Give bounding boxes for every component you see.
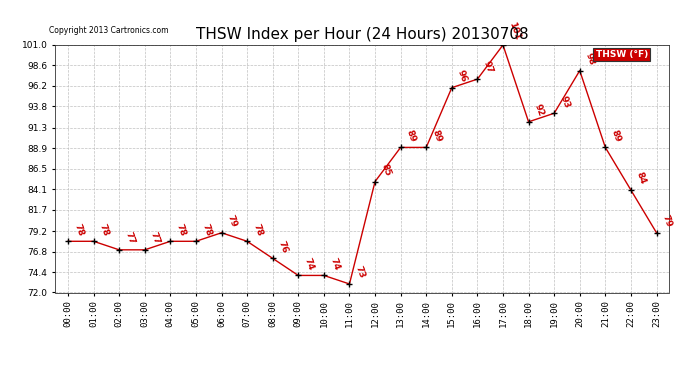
- Text: 78: 78: [200, 222, 213, 237]
- Text: THSW (°F): THSW (°F): [595, 50, 648, 59]
- Text: 74: 74: [302, 256, 315, 271]
- Text: 84: 84: [635, 171, 648, 186]
- Text: 92: 92: [533, 103, 546, 118]
- Text: 96: 96: [456, 69, 469, 84]
- Text: 89: 89: [405, 128, 417, 143]
- Text: 78: 78: [98, 222, 110, 237]
- Title: THSW Index per Hour (24 Hours) 20130708: THSW Index per Hour (24 Hours) 20130708: [196, 27, 529, 42]
- Text: 79: 79: [226, 213, 239, 229]
- Text: 78: 78: [72, 222, 85, 237]
- Text: 85: 85: [380, 162, 392, 177]
- Text: 93: 93: [558, 94, 571, 109]
- Text: 73: 73: [353, 265, 366, 280]
- Text: 79: 79: [660, 213, 673, 229]
- Text: Copyright 2013 Cartronics.com: Copyright 2013 Cartronics.com: [49, 26, 168, 35]
- Text: 78: 78: [175, 222, 187, 237]
- Text: 77: 77: [124, 231, 136, 246]
- Text: 97: 97: [482, 60, 494, 75]
- Text: 101: 101: [507, 20, 522, 41]
- Text: 98: 98: [584, 51, 597, 66]
- Text: 74: 74: [328, 256, 341, 271]
- Text: 77: 77: [149, 231, 161, 246]
- Text: 89: 89: [609, 128, 622, 143]
- Text: 78: 78: [251, 222, 264, 237]
- Text: 76: 76: [277, 239, 290, 254]
- Text: 89: 89: [431, 128, 443, 143]
